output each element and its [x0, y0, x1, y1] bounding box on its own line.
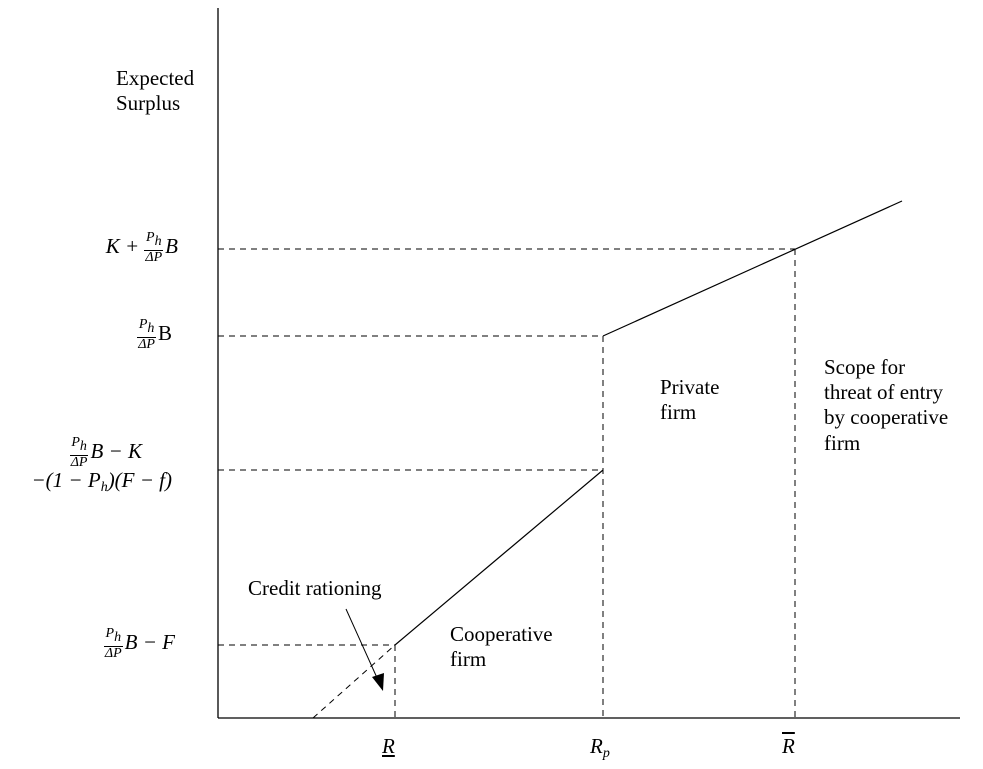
- fraction-denominator: ΔP: [70, 454, 88, 470]
- private-firm-line1: Private: [660, 375, 720, 399]
- fraction-numerator: P: [71, 435, 80, 450]
- cooperative-firm-line1: Cooperative: [450, 622, 553, 646]
- y-label-level2-line2-a: −(1 − P: [31, 468, 101, 493]
- fraction: Ph ΔP: [144, 230, 164, 265]
- y-label-level2-line2: −(1 − Ph)(F − f): [32, 468, 172, 497]
- y-label-level2-suffix: B − K: [90, 439, 142, 463]
- y-label-level3: Ph ΔP B: [137, 317, 172, 352]
- fraction-numerator: P: [146, 230, 155, 245]
- scope-threat-label: Scope for threat of entry by cooperative…: [824, 355, 948, 456]
- fraction-denominator: ΔP: [138, 336, 155, 352]
- fraction-numerator-sub: h: [154, 234, 162, 249]
- scope-line1: Scope for: [824, 355, 906, 379]
- scope-line3: by cooperative: [824, 405, 949, 430]
- y-label-level2-line2-b: )(F − f): [107, 468, 172, 493]
- fraction-denominator: ΔP: [145, 249, 163, 265]
- x-label-r-p-sub: p: [602, 746, 610, 761]
- x-label-r-low: R: [382, 734, 395, 758]
- y-axis-title-line2: Surplus: [116, 91, 181, 116]
- y-label-level1-suffix: B − F: [124, 630, 175, 654]
- arrowhead-icon: [372, 673, 384, 691]
- scope-line2: threat of entry: [824, 380, 943, 405]
- private-firm-line2: firm: [660, 400, 697, 425]
- fraction-numerator-sub: h: [114, 630, 122, 645]
- y-label-level2-line2-sub: h: [100, 480, 108, 496]
- fraction: Ph ΔP: [69, 435, 89, 470]
- credit-rationing-arrow: [345, 608, 379, 681]
- fraction-numerator-sub: h: [147, 321, 155, 336]
- credit-rationing-label: Credit rationing: [248, 576, 382, 600]
- y-axis-title: Expected Surplus: [116, 66, 194, 116]
- y-label-level3-suffix: B: [157, 321, 172, 345]
- private-firm-label: Private firm: [660, 375, 719, 425]
- y-label-level4-suffix: B: [165, 234, 178, 258]
- cooperative-firm-label: Cooperative firm: [450, 622, 553, 672]
- y-label-level2: Ph ΔP B − K −(1 − Ph)(F − f): [32, 435, 172, 497]
- y-label-level2-line1: Ph ΔP B − K: [32, 435, 142, 470]
- fraction-numerator: P: [138, 317, 148, 332]
- rationing-dashed-line: [312, 644, 396, 719]
- cooperative-surplus-line: [394, 469, 604, 646]
- fraction-denominator: ΔP: [104, 645, 122, 661]
- x-label-r-high: R: [782, 734, 795, 758]
- fraction: Ph ΔP: [103, 626, 123, 661]
- fraction: Ph ΔP: [137, 317, 156, 352]
- y-axis-title-line1: Expected: [116, 66, 195, 90]
- scope-line4: firm: [824, 430, 861, 455]
- fraction-numerator: P: [105, 626, 115, 641]
- y-label-level4-prefix: K +: [105, 234, 145, 258]
- y-label-level4: K + Ph ΔP B: [105, 230, 178, 265]
- cooperative-firm-line2: firm: [450, 647, 487, 672]
- private-surplus-line: [602, 200, 903, 337]
- y-label-level1: Ph ΔP B − F: [103, 626, 175, 661]
- x-label-r-p-main: R: [590, 734, 603, 758]
- fraction-numerator-sub: h: [79, 439, 87, 454]
- x-label-r-p: Rp: [590, 734, 610, 763]
